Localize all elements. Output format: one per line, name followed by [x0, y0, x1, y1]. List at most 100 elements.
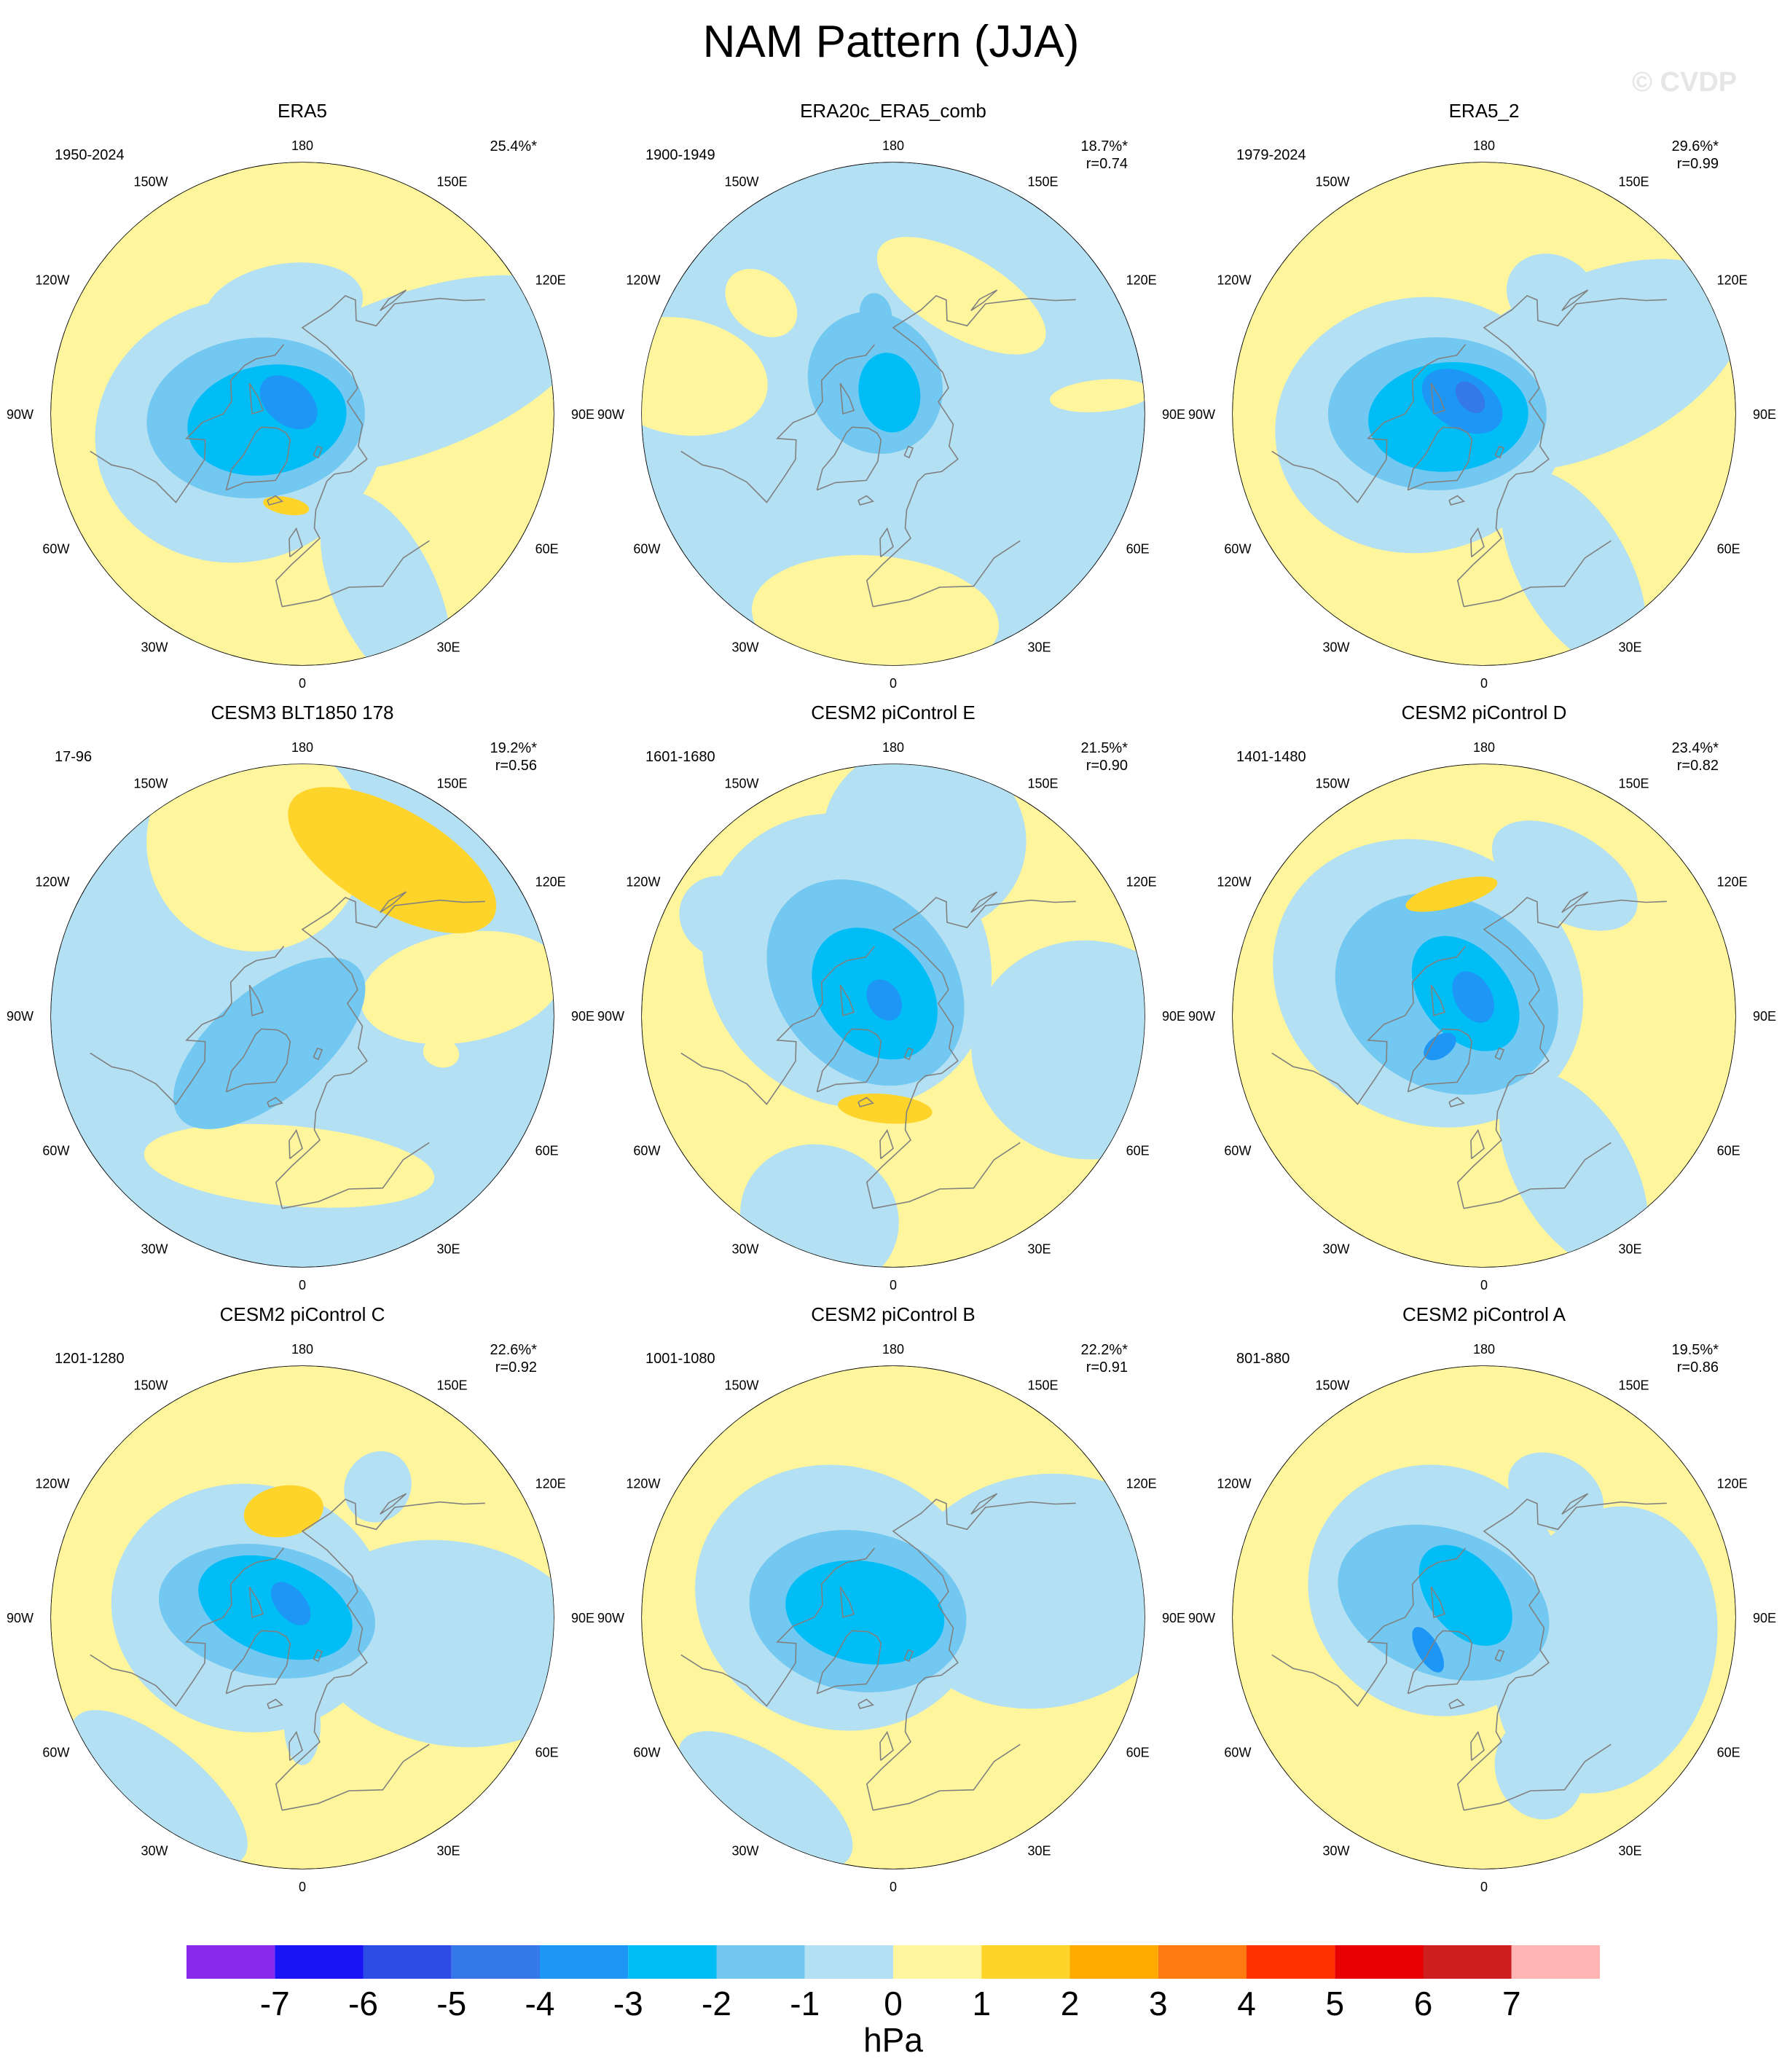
coastline-5 [289, 1129, 303, 1160]
lon-tick-label: 30W [731, 1242, 758, 1257]
lon-tick-label: 60E [1717, 1746, 1740, 1760]
coastline-2 [1407, 1630, 1473, 1695]
panel-explained-variance: 22.2%* [1081, 1342, 1129, 1358]
coastline-9 [1464, 1743, 1612, 1811]
anomaly-contour-7 [1412, 1627, 1444, 1673]
colorbar-swatch [1335, 1945, 1424, 1979]
lon-tick-label: 120W [1217, 875, 1251, 890]
panel-explained-variance: 22.6%* [490, 1342, 538, 1358]
coastline-5 [1470, 527, 1485, 558]
colorbar-swatch [1069, 1945, 1158, 1979]
anomaly-contour-5 [288, 787, 497, 933]
lon-tick-label: 120E [535, 273, 566, 288]
anomaly-contour-8 [1405, 876, 1498, 912]
lon-tick-label: 180 [1473, 138, 1495, 153]
lon-tick-label: 30W [731, 640, 758, 655]
anomaly-contour-2 [642, 317, 768, 436]
lon-tick-label: 120W [626, 273, 660, 288]
lon-tick-label: 150W [1315, 174, 1349, 189]
coastline-6 [839, 382, 855, 415]
lon-tick-label: 30E [1619, 1242, 1642, 1257]
anomaly-contour-5 [725, 269, 798, 337]
coastline-2 [225, 426, 291, 491]
coastline-1 [90, 344, 285, 503]
chart-title: NAM Pattern (JJA) [702, 17, 1080, 67]
colorbar-tick-label: 4 [1237, 1985, 1256, 2022]
coastline-8 [1561, 289, 1589, 311]
colorbar-units-label: hPa [863, 2021, 923, 2059]
panel-title: CESM2 piControl D [1402, 702, 1567, 723]
panel-explained-variance: 23.4%* [1672, 740, 1719, 756]
coastline-7 [1494, 1649, 1505, 1663]
colorbar-tick-label: 3 [1149, 1985, 1168, 2022]
lon-tick-label: 0 [1480, 1278, 1488, 1292]
lon-tick-label: 120E [1126, 273, 1157, 288]
colorbar-tick-label: 2 [1061, 1985, 1080, 2022]
coastline-2 [225, 1630, 291, 1695]
panel-correlation: r=0.92 [495, 1359, 537, 1376]
lon-tick-label: 30E [1619, 640, 1642, 655]
lon-tick-label: 150W [133, 174, 168, 189]
lon-tick-label: 150E [1028, 174, 1059, 189]
anomaly-contour-3 [1501, 471, 1646, 665]
lon-tick-label: 180 [291, 138, 313, 153]
panel-explained-variance: 19.2%* [490, 740, 538, 756]
colorbar-swatch [981, 1945, 1070, 1979]
coastline-7 [1494, 445, 1505, 459]
lon-tick-label: 180 [882, 740, 904, 755]
colorbar-swatch [716, 1945, 805, 1979]
lon-tick-label: 150W [724, 1378, 758, 1392]
panel-years: 1401-1480 [1236, 749, 1306, 765]
lon-tick-label: 60W [1224, 542, 1251, 557]
lon-tick-label: 150W [1315, 1378, 1349, 1392]
coastline-4 [1448, 1698, 1465, 1709]
lon-tick-label: 60E [1717, 542, 1740, 557]
map-panel-3: 180 150E 120E 90E 60E 30E 0 30W 60W 90W 120W 150W ER… [1188, 100, 1776, 691]
panel-years: 801-880 [1236, 1351, 1290, 1367]
lon-tick-label: 90E [1162, 1009, 1185, 1024]
colorbar-tick-label: -4 [525, 1985, 555, 2022]
lon-tick-label: 30E [1619, 1844, 1642, 1859]
lon-tick-label: 180 [1473, 740, 1495, 755]
lon-tick-label: 60W [42, 1746, 69, 1760]
coastline-2 [816, 1630, 882, 1695]
lon-tick-label: 60E [535, 1144, 559, 1158]
coastline-7 [1494, 1047, 1505, 1061]
panel-years: 1900-1949 [645, 147, 715, 163]
panel-title: ERA20c_ERA5_comb [800, 100, 986, 122]
coastline-6 [839, 1586, 855, 1619]
lon-tick-label: 60E [535, 1746, 559, 1760]
lon-tick-label: 90E [1162, 407, 1185, 422]
coastline-3 [1456, 896, 1667, 1209]
lon-tick-label: 0 [299, 676, 306, 691]
anomaly-contour-5 [679, 876, 766, 958]
lon-tick-label: 60W [42, 542, 69, 557]
colorbar-swatch [540, 1945, 629, 1979]
panel-explained-variance: 25.4%* [490, 138, 538, 154]
colorbar-swatch [187, 1945, 275, 1979]
panel-title: ERA5 [278, 100, 327, 122]
colorbar-swatch [363, 1945, 452, 1979]
coastline-3 [866, 1498, 1076, 1810]
lon-tick-label: 180 [291, 1342, 313, 1357]
anomaly-contour-6 [1418, 1545, 1512, 1646]
lon-tick-label: 120E [535, 1477, 566, 1491]
colorbar-tick-label: 0 [884, 1985, 903, 2022]
coastline-4 [267, 495, 283, 506]
coastline-1 [1271, 1547, 1467, 1707]
colorbar-tick-label: -6 [348, 1985, 378, 2022]
map-panel-6: 180 150E 120E 90E 60E 30E 0 30W 60W 90W 120W 150W CE… [1188, 702, 1776, 1292]
colorbar-tick-label: -1 [790, 1985, 820, 2022]
anomaly-contour-6 [173, 957, 366, 1129]
panel-years: 17-96 [55, 749, 92, 765]
lon-tick-label: 150E [1619, 174, 1649, 189]
anomaly-contour-8 [866, 979, 902, 1021]
anomaly-contour-3 [752, 554, 1000, 665]
coastline-6 [248, 1586, 264, 1619]
lon-tick-label: 0 [890, 1880, 897, 1894]
panel-explained-variance: 18.7%* [1081, 138, 1129, 154]
panel-grid: 180 150E 120E 90E 60E 30E 0 30W 60W 90W 120W 150W ER… [7, 100, 1776, 1894]
lon-tick-label: 120W [1217, 1477, 1251, 1491]
colorbar-tick-label: 5 [1325, 1985, 1344, 2022]
panel-correlation: r=0.82 [1677, 758, 1719, 774]
